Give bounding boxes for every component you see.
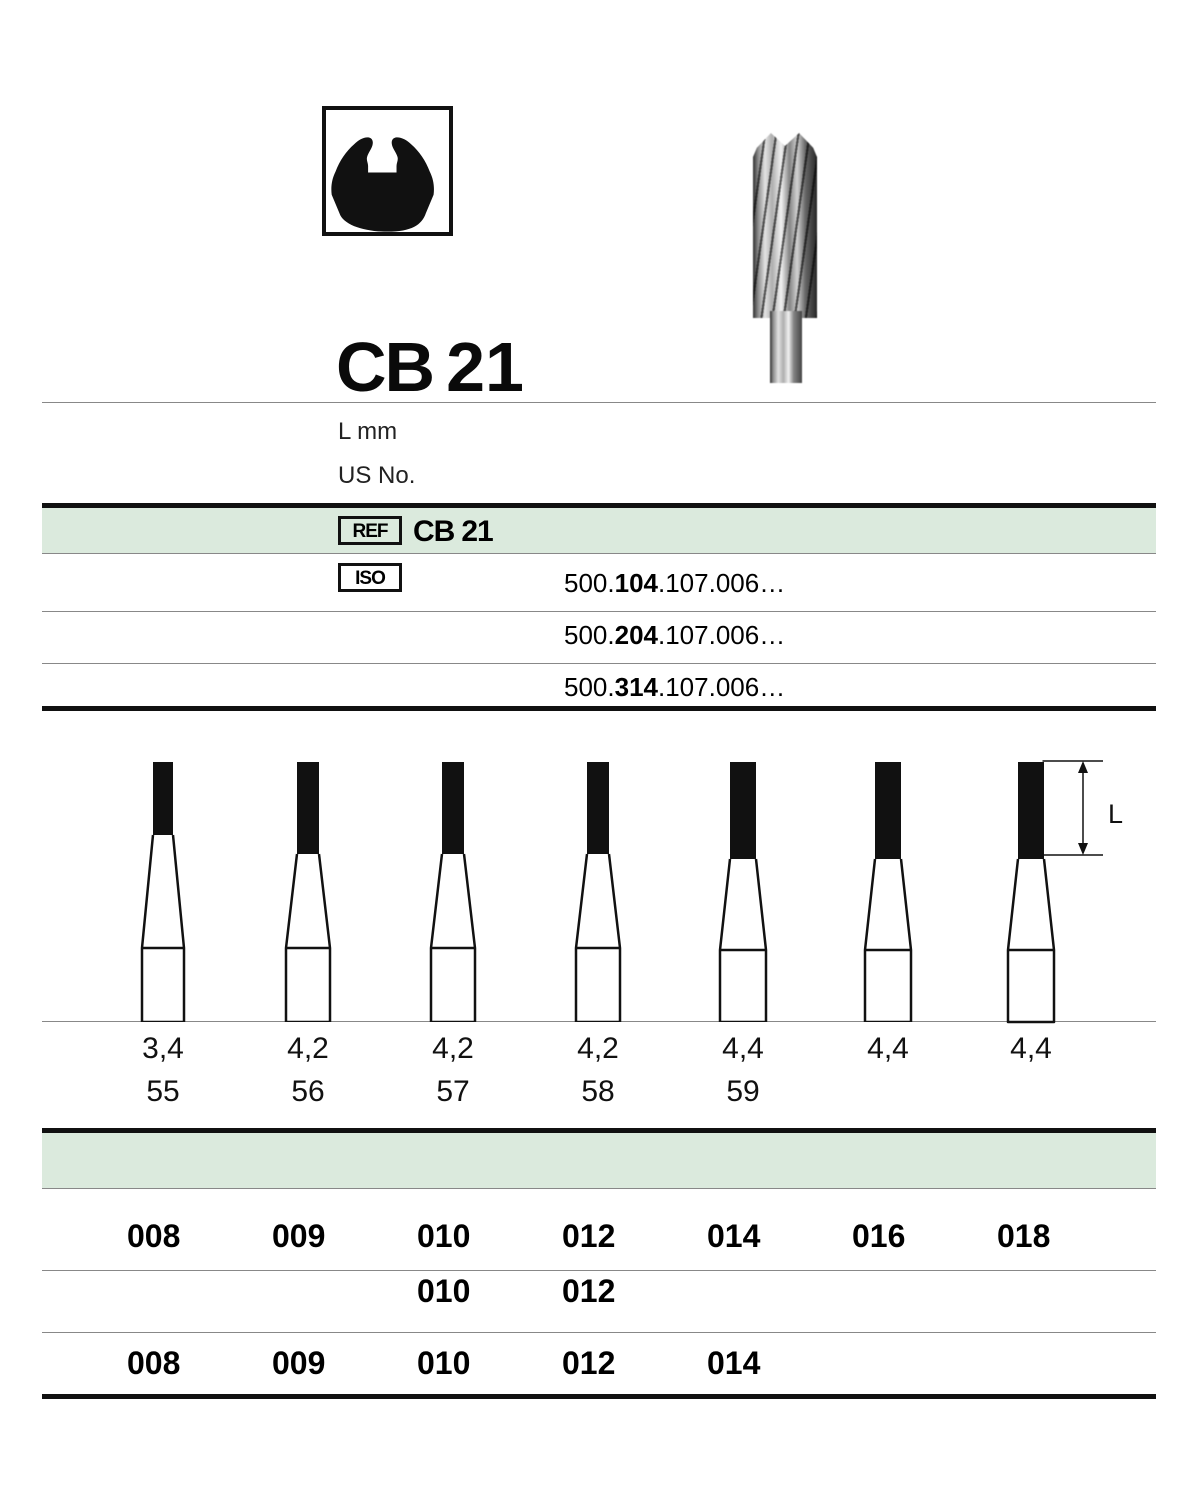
svg-text:L: L	[1108, 799, 1123, 829]
